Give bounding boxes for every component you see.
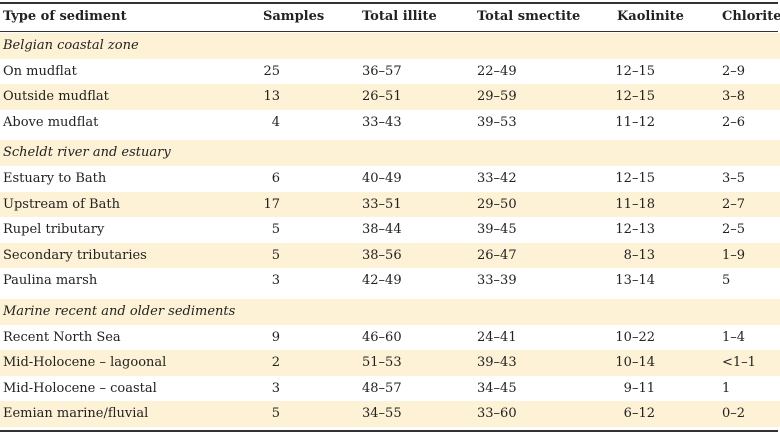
cell-value: 34–55 (362, 406, 402, 422)
row-shade (0, 242, 780, 269)
cell-value: 26–47 (477, 247, 517, 263)
cell-value: 5 (271, 406, 280, 422)
cell-value: 2–6 (722, 114, 746, 130)
cell-value: 39–43 (477, 355, 517, 371)
cell-value: 22–49 (477, 63, 517, 79)
cell-value: 4 (271, 114, 280, 130)
row-label: Mid-Holocene – coastal (3, 380, 157, 396)
cell-value: 5 (271, 222, 280, 238)
cell-value: 33–42 (477, 171, 517, 186)
cell-value: 2–9 (722, 63, 746, 79)
cell-value: 29–59 (477, 89, 517, 105)
bottom-rule (0, 430, 778, 432)
cell-value: 48–57 (362, 380, 402, 396)
cell-value: 1–9 (722, 247, 746, 263)
cell-value: <1–1 (722, 355, 756, 371)
cell-value: 6–12 (623, 406, 655, 422)
row-label: Eemian marine/fluvial (3, 406, 149, 422)
cell-value: 6 (271, 171, 280, 186)
cell-value: 13 (263, 89, 280, 105)
cell-value: 33–43 (362, 114, 402, 130)
row-shade (0, 191, 780, 218)
cell-value: 39–53 (477, 114, 517, 130)
cell-value: 26–51 (362, 89, 402, 105)
cell-value: 12–15 (615, 63, 655, 79)
cell-value: 12–15 (615, 89, 655, 105)
cell-value: 33–60 (477, 406, 517, 422)
header-rule (0, 31, 778, 32)
cell-value: 38–44 (362, 222, 402, 238)
cell-value: 46–60 (362, 329, 402, 345)
cell-value: 5 (722, 273, 731, 289)
cell-value: 3 (271, 273, 280, 289)
top-rule (0, 2, 778, 4)
cell-value: 13–14 (615, 273, 655, 289)
section-label: Belgian coastal zone (3, 38, 139, 53)
row-label: On mudflat (3, 63, 77, 79)
cell-value: 9–11 (623, 380, 655, 396)
cell-value: 33–51 (362, 196, 402, 212)
row-label: Above mudflat (3, 114, 99, 130)
row-label: Rupel tributary (3, 222, 105, 238)
cell-value: 2–7 (722, 196, 746, 212)
cell-value: 3–8 (722, 89, 746, 105)
row-shade (0, 401, 780, 427)
row-shade (0, 140, 780, 166)
row-shade (0, 299, 780, 325)
cell-value: 42–49 (362, 273, 402, 289)
cell-value: 1 (722, 380, 731, 396)
row-label: Estuary to Bath (3, 171, 107, 186)
cell-value: 38–56 (362, 247, 402, 263)
column-header: Type of sediment (3, 9, 127, 24)
cell-value: 5 (271, 247, 280, 263)
cell-value: 9 (271, 329, 280, 345)
row-label: Recent North Sea (3, 329, 121, 345)
cell-value: 40–49 (362, 171, 402, 186)
column-header: Kaolinite (617, 9, 684, 24)
row-shade (0, 84, 780, 110)
cell-value: 12–15 (615, 171, 655, 186)
cell-value: 11–18 (615, 196, 655, 212)
cell-value: 36–57 (362, 63, 402, 79)
row-label: Mid-Holocene – lagoonal (3, 355, 167, 371)
cell-value: 25 (263, 63, 280, 79)
cell-value: 39–45 (477, 222, 517, 238)
column-header: Total smectite (477, 9, 581, 24)
cell-value: 12–13 (615, 222, 655, 238)
cell-value: 17 (263, 196, 280, 212)
cell-value: 29–50 (477, 196, 517, 212)
section-label: Marine recent and older sediments (3, 304, 236, 319)
row-label: Secondary tributaries (3, 247, 147, 263)
cell-value: 8–13 (623, 247, 655, 263)
cell-value: 2–5 (722, 222, 746, 238)
cell-value: 3–5 (722, 171, 746, 186)
cell-value: 51–53 (362, 355, 402, 371)
cell-value: 1–4 (722, 329, 746, 345)
cell-value: 34–45 (477, 380, 517, 396)
row-label: Paulina marsh (3, 273, 98, 289)
column-header: Samples (263, 9, 325, 24)
section-label: Scheldt river and estuary (3, 145, 171, 161)
cell-value: 2 (271, 355, 280, 371)
cell-value: 0–2 (722, 406, 746, 422)
cell-value: 10–14 (615, 355, 655, 371)
row-shade (0, 350, 780, 376)
row-label: Outside mudflat (3, 89, 109, 105)
cell-value: 3 (271, 380, 280, 396)
column-header: Chlorite (722, 9, 780, 24)
cell-value: 10–22 (615, 329, 655, 345)
cell-value: 33–39 (477, 273, 517, 289)
row-shade (0, 33, 780, 59)
cell-value: 24–41 (477, 329, 517, 345)
column-header: Total illite (362, 9, 437, 24)
cell-value: 11–12 (615, 114, 655, 130)
row-label: Upstream of Bath (3, 196, 120, 212)
